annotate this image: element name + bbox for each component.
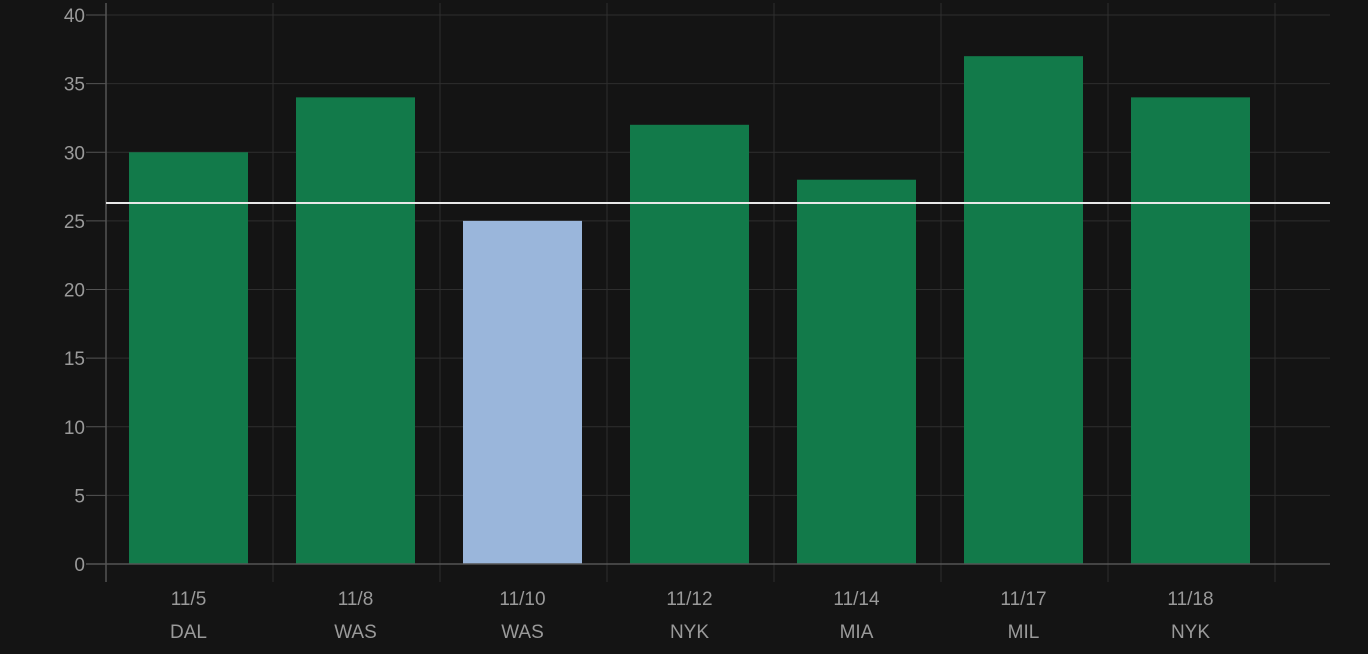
y-tick-label: 35	[64, 75, 85, 96]
x-tick-date: 11/14	[833, 589, 880, 610]
bar-11-18[interactable]	[1131, 97, 1250, 564]
x-tick-date: 11/17	[1000, 589, 1046, 610]
axis-layer	[86, 3, 1330, 582]
x-tick-team: DAL	[170, 622, 207, 643]
y-tick-label: 40	[64, 6, 85, 27]
y-tick-label: 20	[64, 281, 85, 302]
x-tick-team: MIA	[840, 622, 874, 643]
y-tick-label: 15	[64, 349, 85, 370]
y-tick-label: 10	[64, 418, 85, 439]
x-tick-date: 11/10	[499, 589, 545, 610]
bar-11-8[interactable]	[296, 97, 415, 564]
bar-11-12[interactable]	[630, 124, 749, 565]
y-tick-label: 0	[74, 555, 85, 576]
x-tick-team: WAS	[334, 622, 377, 643]
y-tick-label: 25	[64, 212, 85, 233]
y-tick-label: 30	[64, 143, 85, 164]
y-tick-label: 5	[74, 486, 85, 507]
x-tick-date: 11/12	[666, 589, 712, 610]
x-tick-team: NYK	[1171, 622, 1210, 643]
x-tick-date: 11/8	[338, 589, 374, 610]
x-tick-labels: 11/5 DAL 11/8 WAS 11/10 WAS 11/12 NYK 11/14 MIA 11…	[170, 589, 1214, 643]
bar-11-10[interactable]	[463, 220, 582, 564]
x-tick-date: 11/18	[1167, 589, 1213, 610]
x-tick-date: 11/5	[171, 589, 207, 610]
bar-11-17[interactable]	[964, 56, 1083, 565]
x-tick-team: WAS	[501, 622, 544, 643]
bar-11-5[interactable]	[129, 152, 248, 564]
y-tick-labels: 0 5 10 15 20 25 30 35 40	[64, 6, 85, 576]
bars-layer	[129, 56, 1250, 565]
x-tick-team: MIL	[1008, 622, 1040, 643]
x-tick-team: NYK	[670, 622, 709, 643]
bar-11-14[interactable]	[797, 179, 916, 564]
